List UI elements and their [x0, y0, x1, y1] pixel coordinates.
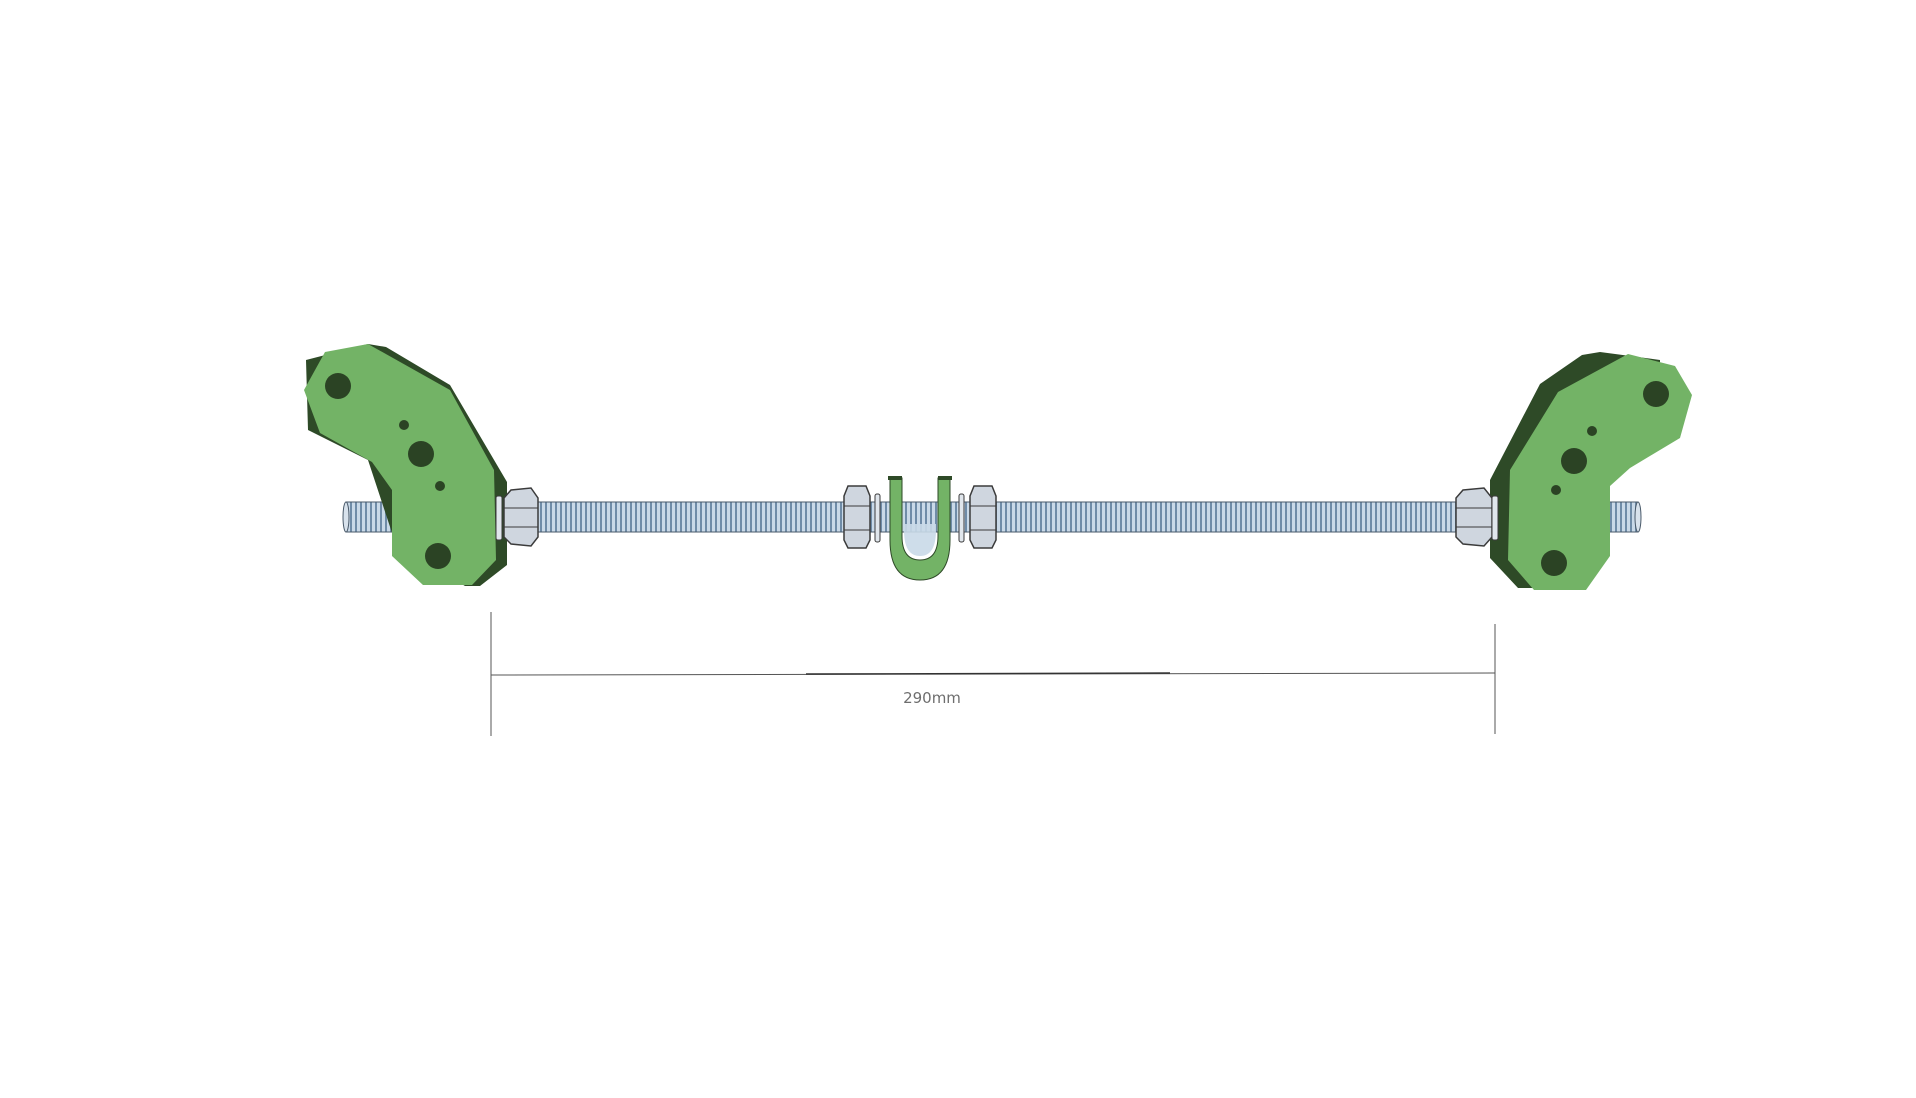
- dimension-annotation: 290mm: [490, 612, 1496, 736]
- bracket-hole: [425, 543, 451, 569]
- left-nut-assembly: [495, 487, 539, 547]
- bracket-hole: [325, 373, 351, 399]
- center-right-nut: [958, 485, 997, 549]
- bracket-hole: [1643, 381, 1669, 407]
- center-u-hook: [888, 476, 952, 581]
- center-left-nut: [843, 485, 881, 549]
- bracket-hole: [1561, 448, 1587, 474]
- dimension-label: 290mm: [903, 689, 961, 707]
- bracket-hole: [1541, 550, 1567, 576]
- right-nut-assembly: [1455, 487, 1499, 547]
- bracket-hole: [408, 441, 434, 467]
- right-bracket: [1490, 352, 1692, 590]
- bracket-hole: [1551, 485, 1561, 495]
- left-bracket: [304, 344, 507, 586]
- bracket-hole: [1587, 426, 1597, 436]
- bracket-hole: [435, 481, 445, 491]
- bracket-hole: [399, 420, 409, 430]
